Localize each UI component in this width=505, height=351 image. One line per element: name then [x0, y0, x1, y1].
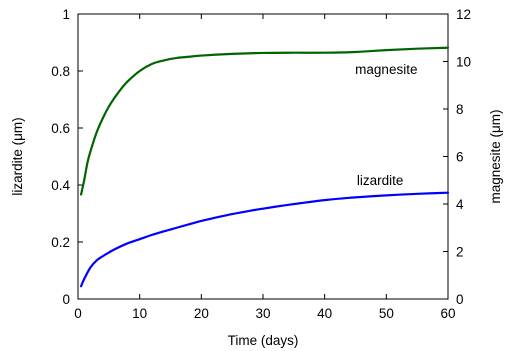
series-line-lizardite: [79, 191, 450, 288]
series-layer: [79, 46, 450, 288]
y-right-tick-label: 10: [456, 55, 471, 70]
y-left-axis-title: lizardite (μm): [10, 117, 25, 195]
y-right-tick-label: 0: [456, 292, 464, 307]
y-left-tick-label: 0.2: [51, 235, 70, 250]
annotation-magnesite: magnesite: [355, 62, 417, 77]
x-tick-label: 60: [440, 306, 455, 321]
y-right-tick-label: 8: [456, 102, 464, 117]
y-right-tick-label: 12: [456, 7, 471, 22]
y-left-tick-label: 1: [62, 7, 70, 22]
y-right-tick-label: 4: [456, 197, 464, 212]
y-left-tick-label: 0.4: [51, 178, 70, 193]
x-tick-label: 20: [194, 306, 209, 321]
x-tick-label: 30: [255, 306, 270, 321]
x-tick-label: 40: [317, 306, 332, 321]
y-left-tick-label: 0.6: [51, 121, 70, 136]
y-right-tick-label: 2: [456, 245, 464, 260]
plot-frame: [77, 13, 449, 300]
y-left-tick-label: 0: [62, 292, 70, 307]
x-tick-label: 0: [74, 306, 82, 321]
y-right-axis-title: magnesite (μm): [488, 109, 503, 203]
y-left-tick-label: 0.8: [51, 64, 70, 79]
x-axis-title: Time (days): [228, 333, 299, 348]
x-tick-label: 50: [379, 306, 394, 321]
y-right-tick-label: 6: [456, 150, 464, 165]
ticks: [77, 13, 449, 300]
series-line-magnesite: [79, 46, 450, 196]
annotation-lizardite: lizardite: [357, 173, 404, 188]
x-tick-label: 10: [132, 306, 147, 321]
